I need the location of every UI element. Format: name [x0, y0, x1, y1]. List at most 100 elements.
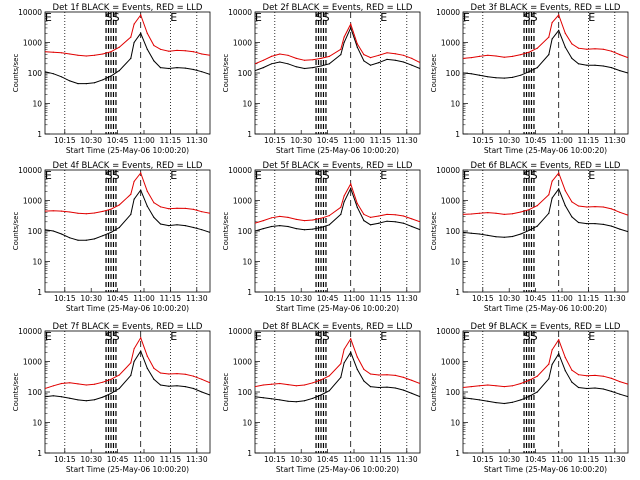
events-point — [402, 61, 405, 63]
lld-point — [60, 382, 63, 385]
y-tick-label: 100 — [446, 388, 461, 397]
lld-point — [495, 55, 497, 57]
lld-point — [270, 55, 273, 58]
lld-point — [402, 376, 405, 378]
lld-point — [77, 54, 79, 56]
lld-point — [571, 43, 573, 45]
events-point — [176, 67, 178, 69]
lld-point — [201, 53, 203, 55]
x-tick-label: 11:15 — [370, 294, 392, 303]
y-tick-label: 10 — [32, 419, 42, 428]
y-tick-label: 100 — [446, 69, 461, 78]
events-series-line — [255, 351, 420, 403]
events-point — [93, 238, 96, 240]
event-marker-label: SS — [316, 330, 330, 343]
lld-point — [85, 384, 87, 386]
events-point — [520, 233, 522, 235]
events-point — [394, 221, 396, 223]
panel-det-5: Det 5f BLACK = Events, RED = LLD 1 10 100 10… — [222, 161, 421, 313]
events-point — [394, 387, 396, 389]
x-tick-label: 10:30 — [498, 455, 520, 464]
events-point — [548, 54, 550, 56]
events-point — [295, 228, 297, 230]
lld-point — [102, 210, 104, 212]
x-tick-label: 10:45 — [525, 294, 547, 303]
lld-point — [209, 212, 210, 214]
lld-point — [419, 62, 420, 64]
y-tick-label: 10 — [450, 419, 460, 428]
lld-point — [571, 201, 573, 203]
lld-point — [511, 385, 514, 387]
lld-point — [350, 183, 352, 185]
lld-point — [369, 373, 372, 375]
events-point — [168, 225, 170, 227]
events-point — [130, 213, 132, 215]
lld-point — [558, 172, 560, 174]
lld-point — [328, 215, 330, 217]
x-tick-label: 11:15 — [160, 455, 182, 464]
panel-title: Det 1f BLACK = Events, RED = LLD — [53, 3, 203, 13]
x-tick-label: 10:15 — [472, 136, 494, 145]
lld-point — [558, 14, 560, 16]
x-tick-label: 11:15 — [578, 455, 600, 464]
events-point — [192, 68, 195, 71]
lld-point — [130, 362, 132, 364]
events-point — [176, 385, 178, 387]
event-marker-label: SS — [316, 11, 330, 24]
x-axis-label: Start Time (25-May-06 10:00:20) — [66, 465, 189, 474]
y-tick-label: 1000 — [441, 358, 460, 367]
events-point — [320, 226, 322, 229]
lld-point — [627, 383, 628, 385]
y-tick-label: 1000 — [233, 358, 252, 367]
x-tick-label: 10:45 — [107, 294, 129, 303]
lld-point — [369, 216, 372, 218]
x-tick-label: 10:15 — [54, 455, 76, 464]
events-point — [52, 73, 54, 75]
lld-point — [487, 212, 489, 214]
events-point — [133, 198, 135, 200]
events-point — [85, 400, 87, 402]
lld-point — [320, 57, 322, 60]
events-point — [320, 65, 322, 67]
x-tick-label: 10:30 — [290, 136, 312, 145]
events-point — [577, 221, 580, 224]
y-tick-label: 10000 — [436, 8, 460, 17]
events-point — [470, 73, 472, 75]
lld-point — [350, 338, 352, 340]
plot-frame — [44, 330, 211, 454]
events-point — [577, 63, 580, 65]
events-point — [320, 394, 322, 396]
x-tick-label: 11:00 — [343, 294, 365, 303]
events-point — [140, 350, 142, 352]
lld-point — [287, 216, 289, 218]
lld-point — [303, 384, 306, 386]
lld-point — [411, 57, 413, 60]
lld-point — [528, 209, 530, 211]
events-series-line — [255, 26, 420, 72]
lld-point — [303, 59, 306, 61]
events-point — [419, 396, 420, 398]
lld-point — [184, 373, 186, 375]
x-axis-label: Start Time (25-May-06 10:00:20) — [66, 304, 189, 313]
events-point — [536, 67, 538, 69]
x-tick-label: 11:30 — [604, 136, 626, 145]
x-tick-label: 10:15 — [472, 294, 494, 303]
lld-series-line — [255, 337, 420, 388]
event-marker-label: E — [380, 330, 387, 343]
lld-point — [386, 374, 388, 376]
events-point — [130, 374, 132, 376]
x-tick-label: 10:30 — [80, 455, 102, 464]
y-tick-label: 10000 — [18, 327, 42, 336]
events-point — [69, 397, 71, 399]
x-tick-label: 10:45 — [525, 455, 547, 464]
lld-point — [558, 339, 560, 341]
events-point — [287, 225, 289, 228]
lld-point — [564, 190, 566, 192]
events-point — [571, 381, 573, 383]
lld-point — [102, 381, 104, 383]
plot-frame — [462, 169, 629, 293]
lld-point — [619, 211, 621, 213]
lld-point — [586, 48, 588, 50]
lld-point — [146, 190, 148, 192]
events-point — [52, 230, 54, 232]
